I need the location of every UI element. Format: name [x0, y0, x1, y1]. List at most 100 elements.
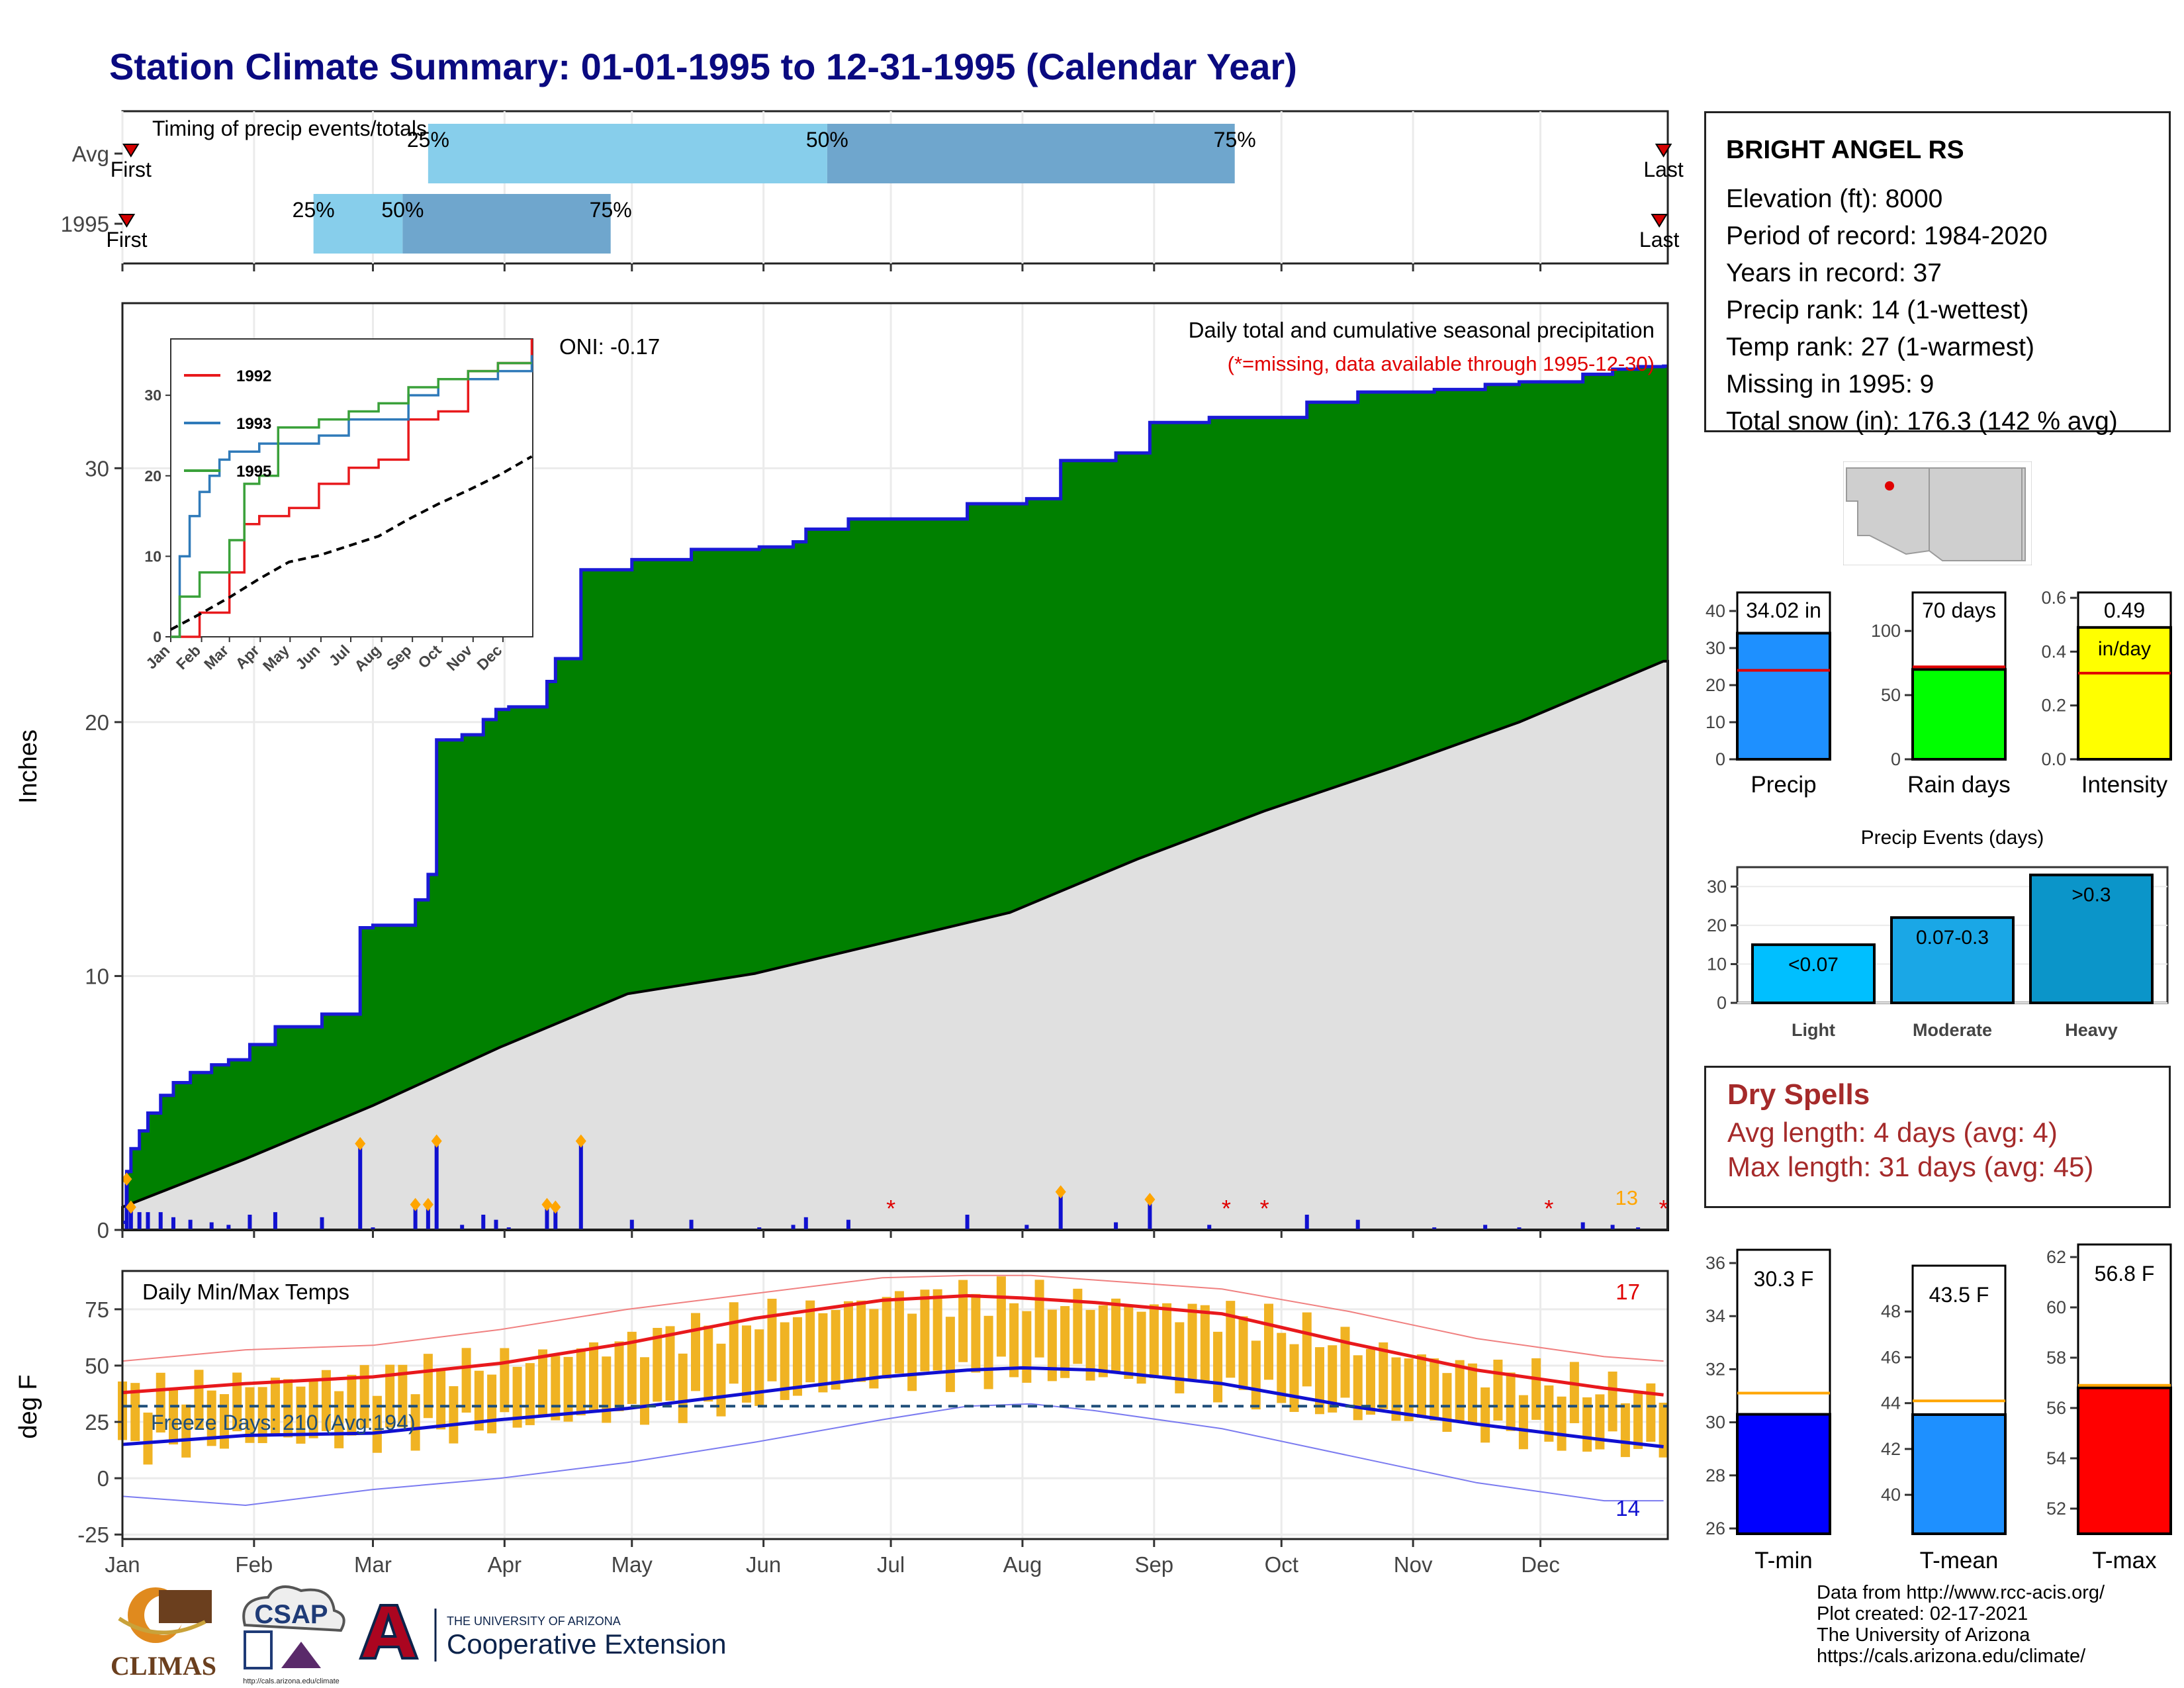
heavy-event-marker [541, 1197, 553, 1211]
average-precip-area [121, 659, 1669, 1231]
month-label: Sep [1134, 1552, 1173, 1577]
daily-precip-bar [1304, 1214, 1309, 1230]
cumulative-precip-line [122, 364, 1668, 1224]
daily-temp-bar [1251, 1340, 1261, 1410]
temp-bg [122, 1271, 1668, 1539]
daily-temp-bar [1595, 1394, 1605, 1450]
snow-count-label: 13 [1615, 1186, 1638, 1209]
intensity-ytick-label: 0.4 [2041, 641, 2066, 661]
daily-temp-bar [168, 1387, 178, 1445]
precip-total-ytick-label: 10 [1706, 712, 1725, 732]
tmean-ytick-label: 40 [1881, 1485, 1901, 1505]
ua-logo-big-text: Cooperative Extension [447, 1628, 727, 1660]
daily-temp-bar [525, 1363, 535, 1425]
daily-temp-bar [1124, 1306, 1134, 1380]
daily-precip-bar [171, 1217, 175, 1230]
timing-bar-50-75 [827, 124, 1235, 183]
intensity-bar [2077, 626, 2172, 761]
locator-map [1843, 461, 2032, 565]
inset-xtick-label: Sep [383, 641, 414, 673]
daily-temp-bar [576, 1348, 586, 1416]
station-name: BRIGHT ANGEL RS [1726, 136, 1964, 164]
heavy-event-marker [121, 1172, 132, 1186]
daily-temp-bar [398, 1364, 408, 1428]
daily-precip-bar [791, 1225, 796, 1230]
inset-xtick-label: Jul [326, 641, 353, 669]
tmin-ytick-label: 36 [1706, 1253, 1725, 1273]
month-label: Jan [105, 1552, 140, 1577]
daily-temp-bar [1544, 1385, 1554, 1442]
timing-first-marker [118, 214, 136, 228]
daily-temp-bar [627, 1331, 637, 1404]
timing-first-marker-label: First [106, 228, 147, 252]
daily-temp-bar [958, 1280, 968, 1362]
daily-temp-bar [194, 1370, 204, 1430]
inset-xtick-label: Jun [292, 641, 323, 673]
tmin-frame [1736, 1248, 1831, 1535]
daily-temp-bar [1557, 1396, 1567, 1451]
daily-temp-bar [461, 1348, 471, 1413]
station-elevation: Elevation (ft): 8000 [1726, 185, 1943, 213]
missing-marker: * [886, 1195, 895, 1222]
tmean-bar [1911, 1413, 2007, 1535]
tmin-value-label: 30.3 F [1754, 1267, 1814, 1291]
daily-temp-bar [1213, 1331, 1223, 1403]
daily-temp-bar [653, 1327, 662, 1402]
daily-temp-bar [334, 1391, 344, 1448]
precip-title: Daily total and cumulative seasonal prec… [1189, 318, 1655, 342]
heavy-event-marker [550, 1200, 561, 1214]
precip-subtitle: (*=missing, data available through 1995-… [1228, 352, 1655, 375]
intensity-value-label: 0.49 [2104, 598, 2145, 622]
tmax-ytick-label: 58 [2046, 1348, 2066, 1368]
daily-temp-bar [500, 1348, 510, 1413]
tmin-bar [1736, 1413, 1831, 1535]
daily-precip-bar [629, 1219, 634, 1230]
daily-precip-bar [413, 1204, 418, 1230]
rain-days-value-label: 70 days [1922, 598, 1996, 622]
daily-precip-bar [757, 1227, 762, 1230]
month-label: Feb [235, 1552, 273, 1577]
daily-precip-bar [553, 1207, 558, 1230]
csap-logo-text: CSAP [254, 1600, 328, 1629]
missing-marker: * [1659, 1195, 1668, 1222]
daily-temp-bar [1277, 1333, 1287, 1403]
precip-ytick-label: 0 [97, 1218, 109, 1243]
daily-temp-bar [933, 1289, 942, 1371]
daily-temp-bar [1149, 1304, 1159, 1378]
daily-temp-bar [385, 1364, 395, 1428]
daily-precip-bar [226, 1225, 231, 1230]
daily-temp-bar [741, 1325, 751, 1403]
daily-precip-bar [578, 1141, 583, 1230]
missing-marker: * [1260, 1195, 1269, 1222]
daily-temp-bar [372, 1395, 382, 1453]
month-label: Mar [354, 1552, 392, 1577]
tmax-ytick-label: 62 [2046, 1247, 2066, 1267]
precip-events-ytick-label: 0 [1717, 993, 1727, 1013]
daily-temp-bar [1455, 1360, 1465, 1421]
month-label: Oct [1265, 1552, 1298, 1577]
rain-days-frame [1911, 591, 2007, 761]
tmean-ytick-label: 48 [1881, 1301, 1901, 1321]
temp-ytick-label: 25 [85, 1410, 109, 1434]
daily-temp-bar [410, 1394, 420, 1451]
daily-temp-bar [1175, 1322, 1185, 1393]
daily-temp-bar [1226, 1301, 1236, 1378]
intensity-category-label: Intensity [2081, 772, 2168, 798]
timing-last-marker-label: Last [1639, 228, 1680, 252]
daily-temp-bar [1659, 1403, 1668, 1458]
daily-temp-bar [1111, 1298, 1121, 1372]
daily-temp-bar [143, 1412, 153, 1465]
inset-xtick-label: Oct [414, 641, 445, 672]
daily-temp-bar [118, 1381, 127, 1440]
dry-spells-max: Max length: 31 days (avg: 45) [1727, 1151, 2094, 1182]
heavy-event-marker [575, 1134, 586, 1148]
tmean-ytick-label: 42 [1881, 1439, 1901, 1459]
daily-temp-bar [1200, 1305, 1210, 1381]
daily-temp-bar [1238, 1316, 1248, 1390]
daily-temp-bar [1060, 1306, 1070, 1378]
rain-days-ytick-label: 100 [1871, 621, 1901, 641]
daily-temp-bar [869, 1309, 879, 1389]
daily-precip-bar [506, 1227, 511, 1230]
timing-last-marker-label: Last [1643, 158, 1684, 181]
daily-temp-bar [882, 1297, 891, 1379]
